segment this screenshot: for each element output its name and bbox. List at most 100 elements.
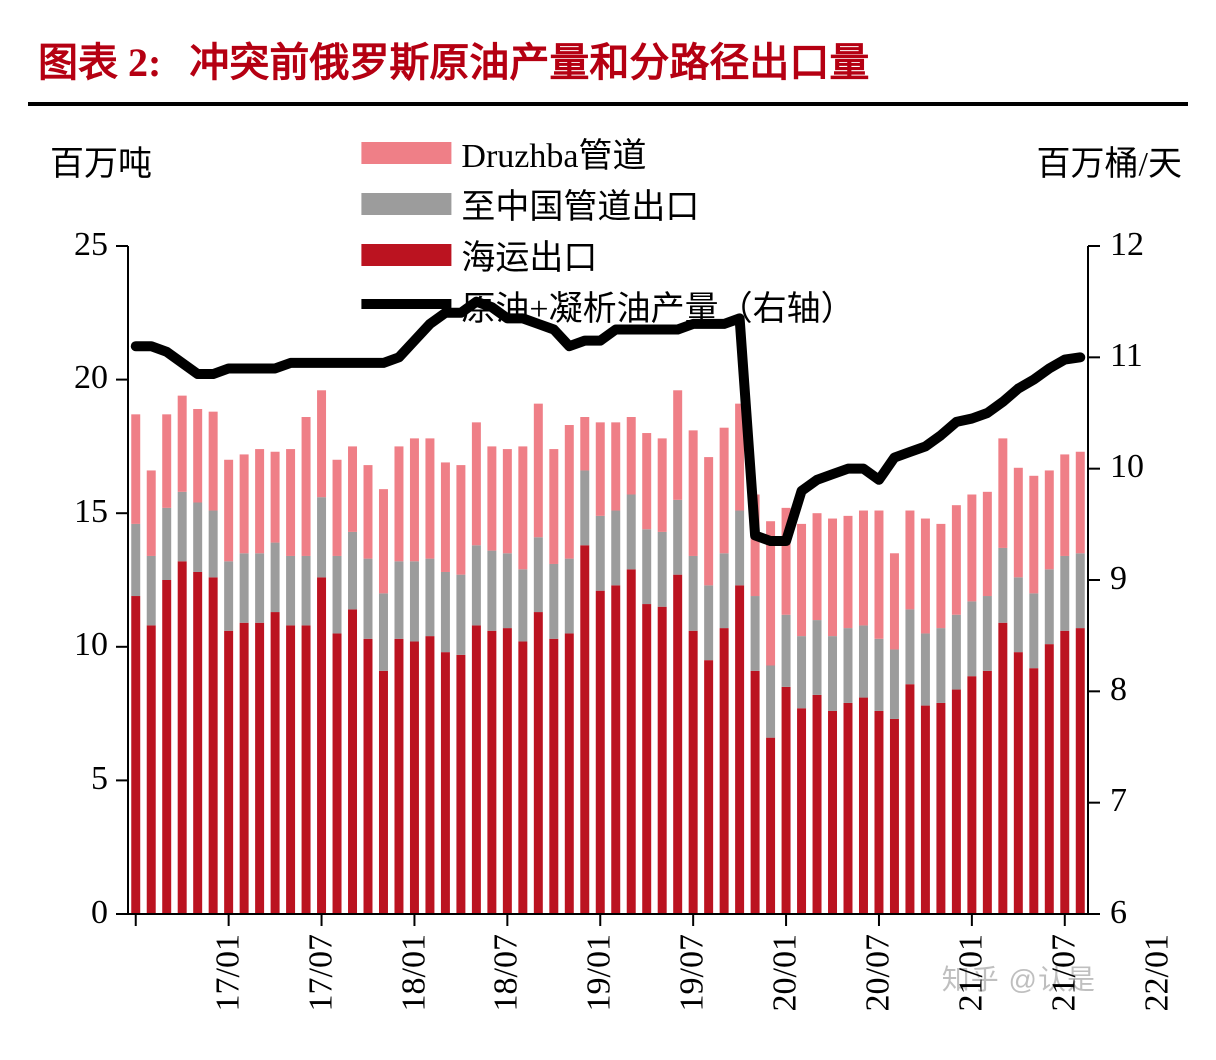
bar-sea bbox=[673, 575, 682, 914]
y-right-tick-label: 8 bbox=[1110, 671, 1127, 709]
bar-sea bbox=[998, 623, 1007, 914]
bar-sea bbox=[766, 738, 775, 914]
bar-druzhba bbox=[441, 462, 450, 572]
bar-sea bbox=[844, 703, 853, 914]
bar-druzhba bbox=[518, 446, 527, 569]
bar-sea bbox=[1014, 652, 1023, 914]
bar-druzhba bbox=[828, 519, 837, 637]
bar-china_pipe bbox=[859, 625, 868, 697]
bar-druzhba bbox=[642, 433, 651, 529]
bar-sea bbox=[859, 698, 868, 914]
bar-druzhba bbox=[487, 446, 496, 550]
y-left-tick-label: 25 bbox=[48, 226, 108, 264]
bar-druzhba bbox=[472, 422, 481, 545]
bar-druzhba bbox=[983, 492, 992, 596]
bar-china_pipe bbox=[890, 649, 899, 718]
bar-china_pipe bbox=[936, 628, 945, 703]
bar-druzhba bbox=[549, 449, 558, 564]
bar-china_pipe bbox=[905, 609, 914, 684]
bar-sea bbox=[456, 655, 465, 914]
bar-druzhba bbox=[998, 438, 1007, 548]
bar-druzhba bbox=[658, 438, 667, 532]
bar-druzhba bbox=[209, 412, 218, 511]
bar-sea bbox=[410, 641, 419, 914]
y-right-tick-label: 6 bbox=[1110, 894, 1127, 932]
bar-druzhba bbox=[317, 390, 326, 497]
bar-china_pipe bbox=[596, 516, 605, 591]
x-tick-label: 22/01 bbox=[1138, 934, 1176, 1011]
bar-china_pipe bbox=[534, 537, 543, 612]
bar-druzhba bbox=[844, 516, 853, 628]
bar-druzhba bbox=[131, 414, 140, 524]
bar-druzhba bbox=[936, 524, 945, 628]
bar-china_pipe bbox=[348, 532, 357, 609]
bar-druzhba bbox=[1076, 452, 1085, 554]
bar-druzhba bbox=[874, 511, 883, 639]
bar-china_pipe bbox=[425, 559, 434, 636]
bar-china_pipe bbox=[797, 636, 806, 708]
bar-sea bbox=[487, 631, 496, 914]
bar-druzhba bbox=[425, 438, 434, 558]
bar-sea bbox=[580, 545, 589, 914]
bar-druzhba bbox=[580, 417, 589, 470]
bar-sea bbox=[178, 561, 187, 914]
bar-china_pipe bbox=[317, 497, 326, 577]
bar-druzhba bbox=[224, 460, 233, 562]
bar-sea bbox=[131, 596, 140, 914]
bar-china_pipe bbox=[580, 470, 589, 545]
bar-sea bbox=[1029, 668, 1038, 914]
bar-china_pipe bbox=[704, 585, 713, 660]
bar-sea bbox=[642, 604, 651, 914]
bar-china_pipe bbox=[766, 666, 775, 738]
bar-sea bbox=[271, 612, 280, 914]
plot-area bbox=[0, 0, 1216, 1060]
x-tick-label: 18/07 bbox=[488, 934, 526, 1011]
bar-druzhba bbox=[797, 524, 806, 636]
bar-druzhba bbox=[952, 505, 961, 615]
bar-druzhba bbox=[1060, 454, 1069, 556]
y-left-tick-label: 0 bbox=[48, 894, 108, 932]
bar-sea bbox=[596, 591, 605, 914]
bar-china_pipe bbox=[998, 548, 1007, 623]
x-tick-label: 20/01 bbox=[767, 934, 805, 1011]
bar-china_pipe bbox=[952, 615, 961, 690]
bar-china_pipe bbox=[518, 569, 527, 641]
bar-china_pipe bbox=[441, 572, 450, 652]
x-tick-label: 17/07 bbox=[302, 934, 340, 1011]
bar-china_pipe bbox=[642, 529, 651, 604]
bar-druzhba bbox=[333, 460, 342, 556]
bar-sea bbox=[209, 577, 218, 914]
bar-sea bbox=[441, 652, 450, 914]
bar-china_pipe bbox=[487, 551, 496, 631]
bar-china_pipe bbox=[627, 495, 636, 570]
x-tick-label: 17/01 bbox=[209, 934, 247, 1011]
x-tick-label: 20/07 bbox=[860, 934, 898, 1011]
bar-china_pipe bbox=[162, 508, 171, 580]
bar-china_pipe bbox=[689, 556, 698, 631]
bar-sea bbox=[627, 569, 636, 914]
bar-druzhba bbox=[689, 430, 698, 556]
bar-sea bbox=[147, 625, 156, 914]
bar-druzhba bbox=[921, 519, 930, 634]
bar-sea bbox=[379, 671, 388, 914]
bar-china_pipe bbox=[147, 556, 156, 625]
y-right-tick-label: 9 bbox=[1110, 560, 1127, 598]
bar-china_pipe bbox=[720, 553, 729, 628]
bar-sea bbox=[317, 577, 326, 914]
bar-sea bbox=[751, 671, 760, 914]
bar-china_pipe bbox=[410, 561, 419, 641]
bar-druzhba bbox=[905, 511, 914, 610]
bar-druzhba bbox=[673, 390, 682, 500]
y-left-tick-label: 5 bbox=[48, 760, 108, 798]
bar-sea bbox=[921, 706, 930, 914]
y-left-tick-label: 10 bbox=[48, 626, 108, 664]
bar-china_pipe bbox=[224, 561, 233, 630]
bar-druzhba bbox=[178, 396, 187, 492]
bar-china_pipe bbox=[1076, 553, 1085, 628]
bar-sea bbox=[240, 623, 249, 914]
bar-sea bbox=[348, 609, 357, 914]
bar-sea bbox=[735, 585, 744, 914]
bar-sea bbox=[1076, 628, 1085, 914]
bar-sea bbox=[828, 711, 837, 914]
bar-druzhba bbox=[302, 417, 311, 556]
